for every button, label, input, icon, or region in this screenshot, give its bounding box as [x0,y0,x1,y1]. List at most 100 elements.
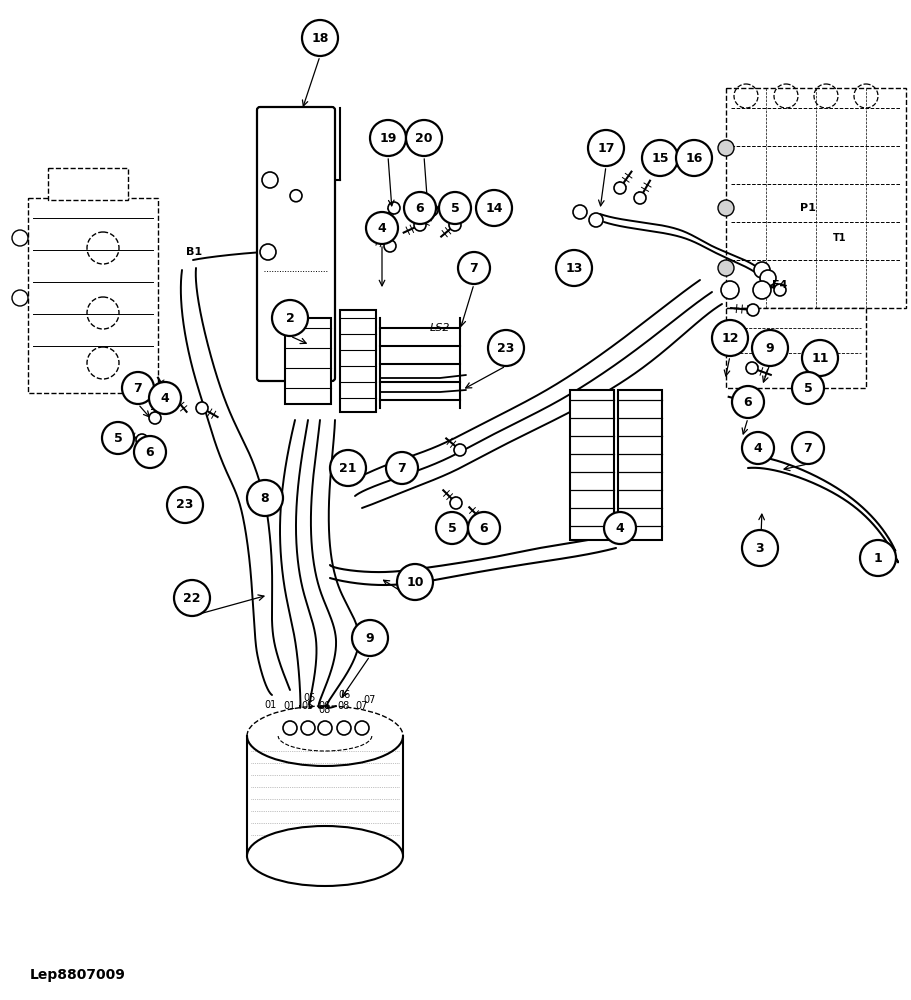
Text: 7: 7 [803,442,812,454]
Circle shape [476,190,511,226]
Text: 3: 3 [755,542,763,554]
Text: 10: 10 [405,576,424,588]
Text: 12: 12 [721,332,738,344]
Circle shape [337,721,351,735]
Text: 06: 06 [319,701,331,711]
Bar [284,318,331,404]
Circle shape [387,202,400,214]
Circle shape [752,281,770,299]
Circle shape [633,192,645,204]
Circle shape [588,130,623,166]
Circle shape [438,192,470,224]
Circle shape [791,432,824,464]
Text: 5: 5 [114,432,122,444]
Circle shape [365,212,397,244]
Text: 07: 07 [355,701,368,711]
Bar [48,168,128,200]
Circle shape [302,20,338,56]
Circle shape [148,382,180,414]
Circle shape [404,192,435,224]
Text: 05: 05 [302,701,314,711]
Text: B1: B1 [186,247,202,257]
Circle shape [717,260,733,276]
Ellipse shape [247,826,403,886]
Text: 5: 5 [803,381,812,394]
Circle shape [425,204,437,216]
Text: 7: 7 [469,261,478,274]
Circle shape [174,580,210,616]
Circle shape [721,281,738,299]
Text: 01: 01 [264,700,277,710]
Circle shape [449,497,462,509]
Circle shape [384,240,395,252]
Circle shape [613,182,625,194]
Circle shape [717,200,733,216]
Text: 9: 9 [365,632,374,645]
Circle shape [859,540,895,576]
Circle shape [396,564,433,600]
Text: 20: 20 [415,131,433,144]
Circle shape [12,290,28,306]
Circle shape [196,402,208,414]
Text: 4: 4 [752,442,762,454]
Circle shape [282,721,297,735]
Circle shape [271,300,308,336]
Circle shape [675,140,711,176]
Circle shape [603,512,635,544]
Text: 6: 6 [415,202,424,215]
Text: P1: P1 [799,203,815,213]
Circle shape [773,284,785,296]
Text: 01: 01 [283,701,296,711]
Text: 08: 08 [337,701,350,711]
Circle shape [556,250,591,286]
Text: 2: 2 [285,312,294,324]
Circle shape [457,252,489,284]
Text: 06: 06 [339,690,351,700]
Circle shape [732,386,763,418]
Text: 9: 9 [765,342,773,355]
Circle shape [414,219,425,231]
Circle shape [261,172,278,188]
Circle shape [487,330,524,366]
Bar [618,390,661,540]
Circle shape [454,444,466,456]
Bar [28,198,158,393]
Text: 4: 4 [615,522,624,534]
Circle shape [467,512,499,544]
Text: 08: 08 [319,705,331,715]
Circle shape [330,450,365,486]
Circle shape [385,452,417,484]
Text: 7: 7 [134,381,142,394]
Text: 23: 23 [496,342,514,355]
Circle shape [318,721,332,735]
Circle shape [12,230,28,246]
Text: 5: 5 [447,522,456,534]
Circle shape [742,530,777,566]
Circle shape [435,512,467,544]
Circle shape [641,140,677,176]
Text: 14: 14 [485,202,502,215]
Text: 13: 13 [565,261,582,274]
Circle shape [572,205,587,219]
Text: Lep8807009: Lep8807009 [30,968,126,982]
Circle shape [260,244,276,260]
Circle shape [801,340,837,376]
Text: F4: F4 [772,280,787,290]
Text: 8: 8 [261,491,269,504]
Circle shape [354,721,369,735]
Circle shape [711,320,747,356]
Circle shape [301,721,314,735]
FancyBboxPatch shape [257,107,334,381]
Text: T1: T1 [833,233,845,243]
Text: 21: 21 [339,462,356,475]
Circle shape [476,514,487,526]
Text: LS2: LS2 [429,323,450,333]
Circle shape [370,120,405,156]
Text: 4: 4 [377,222,386,234]
Circle shape [102,422,134,454]
Circle shape [167,487,203,523]
Circle shape [745,362,757,374]
Circle shape [148,412,161,424]
Circle shape [752,330,787,366]
Circle shape [742,432,773,464]
